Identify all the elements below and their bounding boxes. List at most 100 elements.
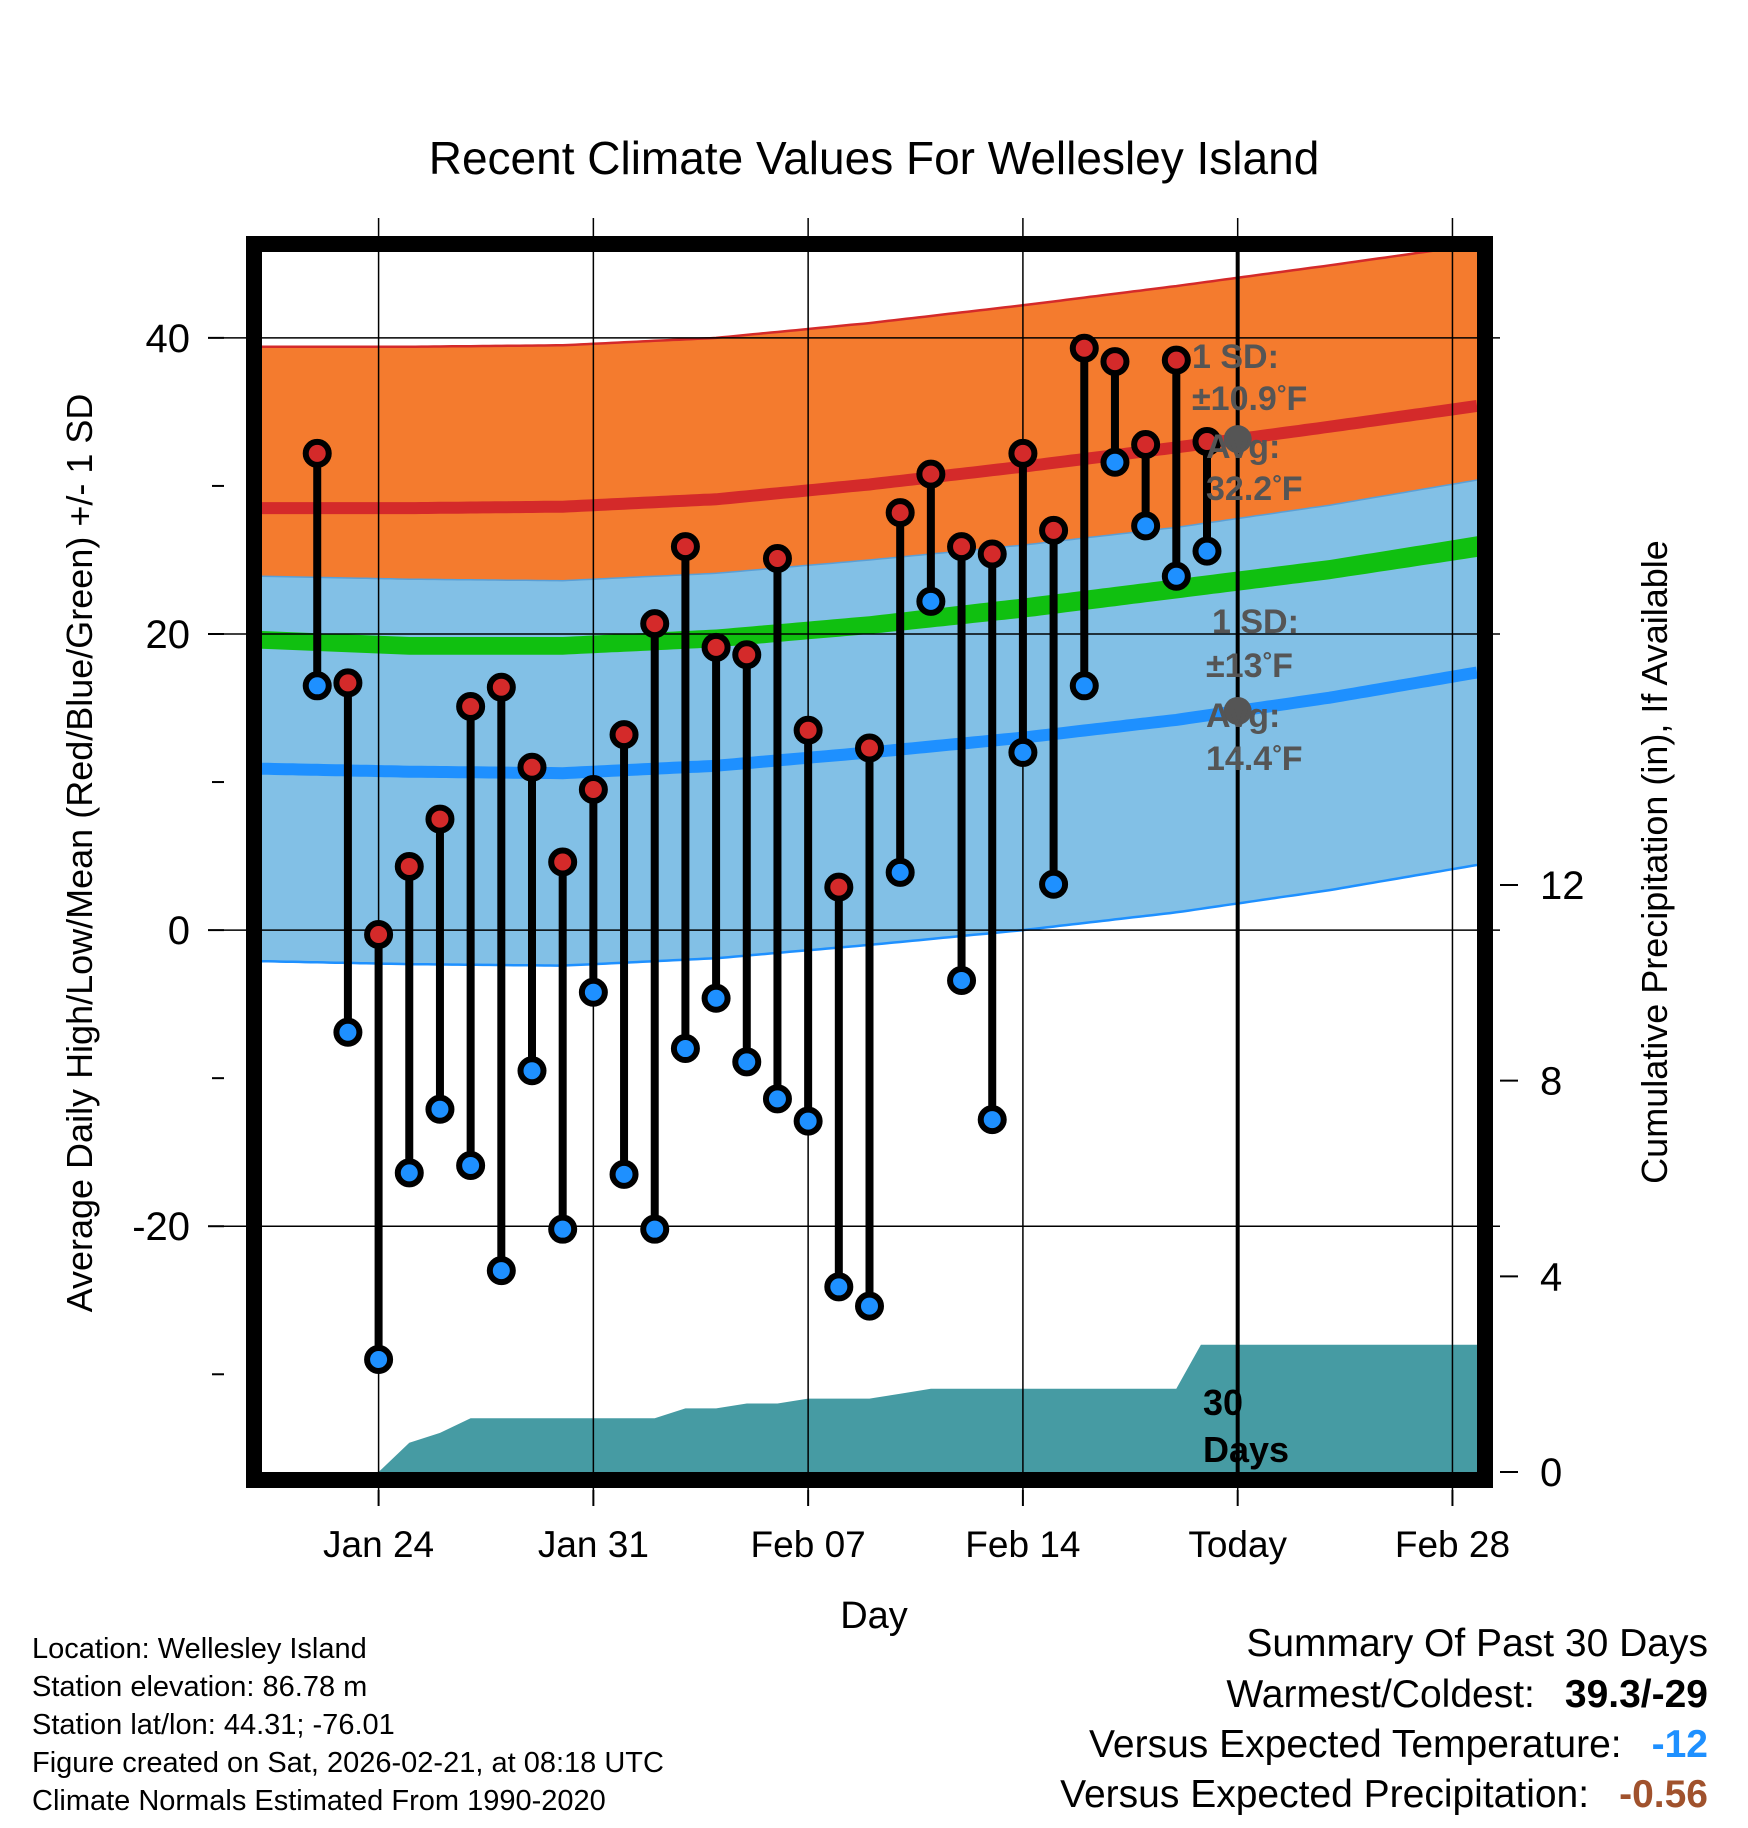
daily-high-point xyxy=(1039,515,1069,545)
daily-low-point xyxy=(640,1214,670,1244)
daily-low-point xyxy=(486,1256,516,1286)
summary-heading: Summary Of Past 30 Days xyxy=(1246,1622,1708,1665)
versus-temp-value: -12 xyxy=(1651,1723,1708,1766)
daily-low-point xyxy=(517,1056,547,1086)
daily-high-point xyxy=(1131,429,1161,459)
today-high-avg-point xyxy=(1223,425,1252,454)
daily-high-point xyxy=(517,752,547,782)
daily-low-point xyxy=(364,1344,394,1374)
daily-high-point xyxy=(364,920,394,950)
high-sd-upper-edge xyxy=(262,252,1434,349)
high-avg-value: 32.2°F xyxy=(1206,470,1303,508)
daily-high-point xyxy=(548,847,578,877)
station-info: Location: Wellesley Island Station eleva… xyxy=(32,1630,664,1820)
daily-high-point xyxy=(486,672,516,702)
daily-low-point xyxy=(425,1094,455,1124)
daily-low-point xyxy=(762,1084,792,1114)
x-tick-label: Feb 07 xyxy=(751,1524,866,1565)
daily-high-point xyxy=(1069,333,1099,363)
y-tick-label-right: 0 xyxy=(1540,1451,1562,1495)
warmest-coldest-label: Warmest/Coldest: xyxy=(1226,1673,1535,1716)
daily-high-point xyxy=(333,668,363,698)
x-tick-label: Jan 31 xyxy=(538,1524,649,1565)
y-axis-label-left: Average Daily High/Low/Mean (Red/Blue/Gr… xyxy=(59,394,100,1313)
warmest-coldest-value: 39.3/-29 xyxy=(1564,1673,1708,1716)
daily-high-point xyxy=(947,532,977,562)
low-sd-upper-edge xyxy=(262,479,1477,582)
versus-temp-label: Versus Expected Temperature: xyxy=(1089,1723,1622,1766)
daily-high-point xyxy=(916,459,946,489)
daily-high-point xyxy=(793,715,823,745)
low-avg-value: 14.4°F xyxy=(1206,740,1303,778)
versus-precip-label: Versus Expected Precipitation: xyxy=(1060,1773,1590,1816)
daily-high-point xyxy=(578,774,608,804)
x-axis-label: Day xyxy=(840,1595,908,1637)
low-avg-label: Avg: xyxy=(1206,697,1280,735)
daily-low-point xyxy=(732,1047,762,1077)
daily-low-point xyxy=(855,1291,884,1321)
daily-high-point xyxy=(1008,438,1038,468)
daily-low-point xyxy=(1008,737,1038,767)
daily-low-point xyxy=(670,1034,700,1064)
daily-high-point xyxy=(456,692,486,722)
days-word: Days xyxy=(1203,1429,1289,1470)
daily-high-point xyxy=(394,851,424,881)
high-sd-value: ±10.9°F xyxy=(1192,380,1307,418)
daily-high-point xyxy=(609,720,639,750)
y-axis-label-right: Cumulative Precipitation (in), If Availa… xyxy=(1634,540,1675,1184)
daily-low-point xyxy=(1100,447,1130,477)
low-sd-label: 1 SD: xyxy=(1212,603,1299,641)
today-low-avg-point xyxy=(1223,696,1252,725)
y-tick-label-left: 0 xyxy=(168,909,190,953)
axes: Jan 24 Jan 31 Feb 07 Feb 14 Today Feb 28 -20 0 2… xyxy=(132,218,1585,1565)
info-elevation: Station elevation: 86.78 m xyxy=(32,1671,368,1703)
y-tick-label-left: 40 xyxy=(146,317,191,361)
daily-high-point xyxy=(732,640,762,670)
high-sd-label: 1 SD: xyxy=(1192,338,1279,376)
daily-high-point xyxy=(824,872,854,902)
x-tick-label: Feb 28 xyxy=(1395,1524,1510,1565)
daily-low-point xyxy=(609,1159,639,1189)
daily-low-point xyxy=(701,983,731,1013)
daily-low-point xyxy=(548,1214,578,1244)
daily-low-point xyxy=(394,1158,424,1188)
daily-high-point xyxy=(425,804,455,834)
x-tick-label: Feb 14 xyxy=(965,1524,1080,1565)
y-tick-label-left: -20 xyxy=(132,1205,190,1249)
daily-low-point xyxy=(1039,869,1069,899)
y-tick-label-right: 12 xyxy=(1540,864,1585,908)
high-avg-label: Avg: xyxy=(1206,428,1280,466)
daily-low-point xyxy=(1131,511,1161,541)
y-tick-label-left: 20 xyxy=(146,613,191,657)
daily-high-point xyxy=(977,539,1007,569)
daily-high-point xyxy=(1161,345,1191,375)
daily-high-point xyxy=(302,438,332,468)
daily-low-point xyxy=(1161,561,1191,591)
low-sd-value: ±13°F xyxy=(1206,647,1293,685)
plot-frame xyxy=(246,236,1493,1488)
versus-precip-value: -0.56 xyxy=(1619,1773,1708,1816)
daily-low-point xyxy=(824,1272,854,1302)
annotations: 1 SD: ±10.9°F Avg: 32.2°F 1 SD: ±13°F Avg: 14.4… xyxy=(1192,338,1307,1470)
daily-low-point xyxy=(916,586,946,616)
daily-high-point xyxy=(855,733,884,763)
daily-low-point xyxy=(578,977,608,1007)
daily-low-point xyxy=(885,857,915,887)
summary-versus-precipitation: Versus Expected Precipitation: -0.56 xyxy=(1060,1773,1708,1817)
y-tick-label-right: 4 xyxy=(1540,1255,1562,1299)
daily-low-point xyxy=(302,671,332,701)
info-latlon: Station lat/lon: 44.31; -76.01 xyxy=(32,1709,395,1741)
daily-high-point xyxy=(762,543,792,573)
daily-low-point xyxy=(1192,536,1222,566)
daily-low-point xyxy=(947,965,977,995)
daily-high-point xyxy=(701,632,731,662)
cumulative-precip-area xyxy=(378,1344,1477,1472)
y-tick-label-right: 8 xyxy=(1540,1060,1562,1104)
daily-low-point xyxy=(977,1105,1007,1135)
high-normal-line xyxy=(262,400,1477,515)
low-sd-band xyxy=(262,480,1477,966)
daily-high-point xyxy=(885,498,915,528)
info-normals: Climate Normals Estimated From 1990-2020 xyxy=(32,1785,606,1817)
daily-low-point xyxy=(793,1106,823,1136)
